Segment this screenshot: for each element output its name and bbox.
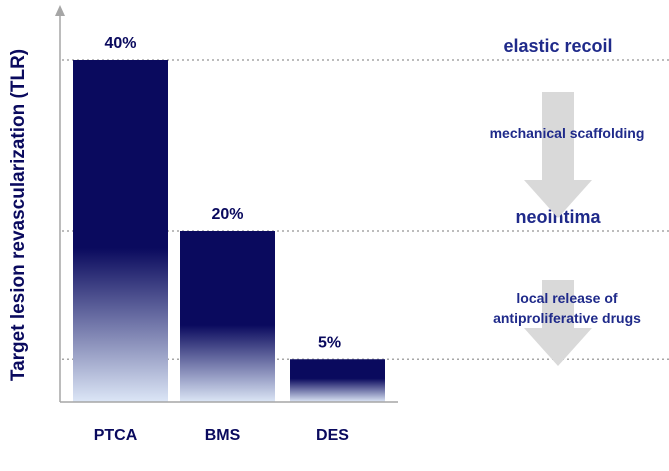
data-label: 5% (318, 334, 341, 351)
down-arrow-icon (524, 92, 592, 218)
data-labels: 40% 20% 5% (104, 35, 341, 351)
x-tick-label: BMS (205, 427, 241, 444)
bar-des (290, 359, 385, 402)
y-axis-arrow (55, 5, 65, 16)
x-tick-label: PTCA (94, 427, 138, 444)
annotation-line: antiproliferative drugs (493, 310, 641, 326)
data-label: 40% (104, 35, 136, 52)
x-tick-label: DES (316, 427, 349, 444)
annotation-local-release: local release of antiproliferative drugs (493, 290, 641, 326)
reference-label: elastic recoil (503, 36, 612, 56)
y-axis-title: Target lesion revascularization (TLR) (8, 49, 29, 381)
bar-bms (180, 231, 275, 402)
annotation-line: local release of (516, 290, 618, 306)
data-label: 20% (211, 206, 243, 223)
bars (73, 60, 385, 402)
annotation-mechanical-scaffolding: mechanical scaffolding (490, 125, 645, 141)
down-arrow-icon (524, 280, 592, 366)
x-tick-labels: PTCA BMS DES (94, 427, 350, 444)
bar-ptca (73, 60, 168, 402)
